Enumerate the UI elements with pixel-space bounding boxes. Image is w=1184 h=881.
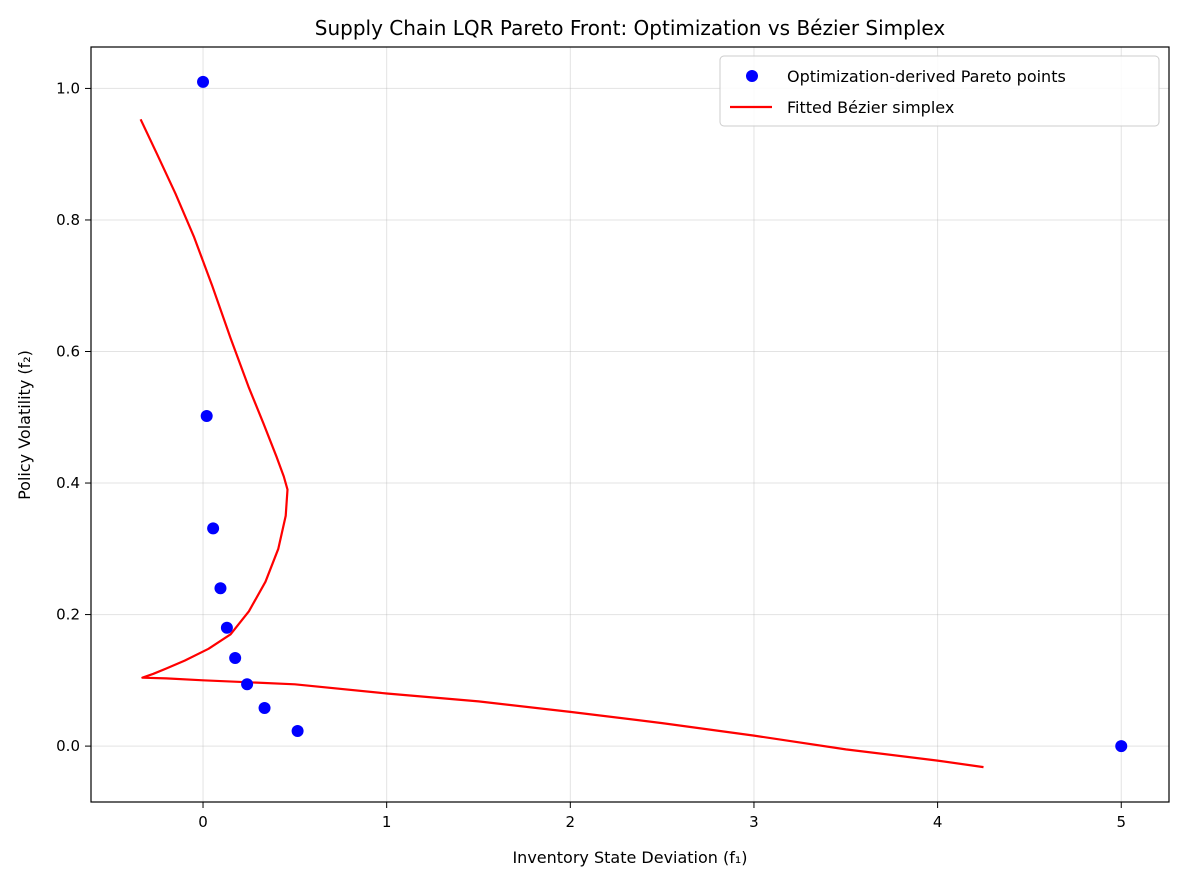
legend-entry-line: Fitted Bézier simplex	[787, 98, 954, 117]
pareto-point	[214, 582, 227, 595]
pareto-point	[200, 409, 213, 422]
y-tick-label: 0.2	[56, 606, 80, 624]
plot-area	[139, 75, 1128, 769]
x-tick-label: 2	[566, 813, 576, 831]
y-axis-label: Policy Volatility (f₂)	[15, 350, 34, 500]
pareto-point	[197, 75, 210, 88]
pareto-point	[1115, 740, 1128, 753]
y-tick-label: 0.6	[56, 342, 80, 360]
pareto-point	[241, 678, 254, 691]
legend: Optimization-derived Pareto points Fitte…	[719, 55, 1160, 127]
x-tick-label: 1	[382, 813, 392, 831]
pareto-point	[291, 724, 304, 737]
y-tick-label: 1.0	[56, 79, 80, 97]
x-tick-label: 4	[933, 813, 943, 831]
bezier-simplex-curve	[139, 118, 984, 769]
grid	[91, 47, 1169, 802]
legend-entry-scatter: Optimization-derived Pareto points	[787, 67, 1066, 86]
x-axis-label: Inventory State Deviation (f₁)	[512, 848, 747, 867]
y-tick-label: 0.0	[56, 737, 80, 755]
y-tick-label: 0.8	[56, 211, 80, 229]
legend-frame	[719, 55, 1160, 127]
plot-frame	[90, 46, 1170, 803]
y-tick-label: 0.4	[56, 474, 80, 492]
x-tick-label: 5	[1116, 813, 1126, 831]
pareto-point	[220, 621, 233, 634]
x-tick-label: 3	[749, 813, 759, 831]
legend-marker-scatter	[746, 70, 758, 82]
axis-ticks: 0 1 2 3 4 5 0.0 0.2 0.4 0.6 0.8 1.0	[56, 79, 1126, 831]
pareto-point	[207, 522, 220, 535]
pareto-point	[229, 651, 242, 664]
chart-title: Supply Chain LQR Pareto Front: Optimizat…	[315, 16, 946, 40]
pareto-point	[258, 701, 271, 714]
x-tick-label: 0	[198, 813, 208, 831]
